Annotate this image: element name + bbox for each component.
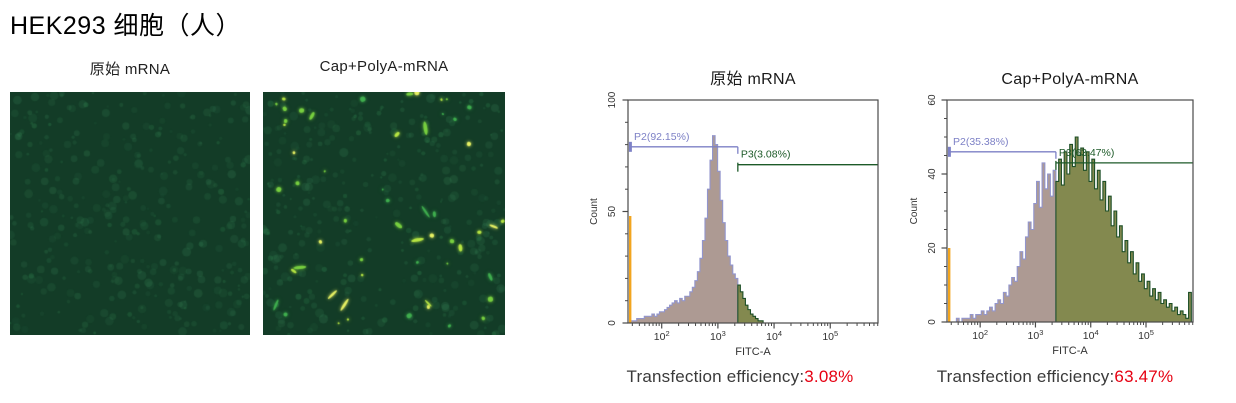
svg-text:105: 105 xyxy=(1138,328,1154,342)
svg-text:100: 100 xyxy=(607,91,618,108)
micro-image-original xyxy=(10,92,250,335)
svg-text:50: 50 xyxy=(607,206,618,218)
svg-text:Cap+PolyA-mRNA: Cap+PolyA-mRNA xyxy=(1001,71,1138,88)
svg-text:P3(3.08%): P3(3.08%) xyxy=(741,149,791,161)
svg-text:0: 0 xyxy=(607,320,618,326)
caption-value: 63.47% xyxy=(1114,367,1174,386)
svg-text:102: 102 xyxy=(972,328,988,342)
flow-histogram-original: P2(92.15%) P3(3.08%) 102 103 104 105 0 50 100 原始 … xyxy=(589,70,879,358)
svg-text:0: 0 xyxy=(927,319,938,325)
svg-text:104: 104 xyxy=(766,329,782,343)
page-title: HEK293 细胞（人） xyxy=(10,12,242,40)
svg-text:FITC-A: FITC-A xyxy=(1052,345,1088,357)
micro-label-original: 原始 mRNA xyxy=(89,61,171,78)
flow-histogram-capped: P2(35.38%) P3(63.47%) 102 103 104 105 0 20 40 60 C… xyxy=(909,71,1194,357)
svg-text:P3(63.47%): P3(63.47%) xyxy=(1059,147,1114,159)
svg-text:40: 40 xyxy=(927,168,938,180)
svg-text:P2(35.38%): P2(35.38%) xyxy=(953,136,1008,148)
svg-text:103: 103 xyxy=(710,329,726,343)
micro-label-capped: Cap+PolyA-mRNA xyxy=(319,58,449,75)
caption-label: Transfection efficiency: xyxy=(936,367,1115,386)
svg-text:105: 105 xyxy=(822,329,838,343)
caption-capped: Transfection efficiency:63.47% xyxy=(905,367,1205,387)
caption-value: 3.08% xyxy=(804,367,854,386)
svg-text:FITC-A: FITC-A xyxy=(735,346,771,358)
caption-original: Transfection efficiency:3.08% xyxy=(585,367,895,387)
svg-text:104: 104 xyxy=(1083,328,1099,342)
caption-label: Transfection efficiency: xyxy=(626,367,805,386)
svg-text:原始 mRNA: 原始 mRNA xyxy=(710,70,796,88)
micro-image-capped xyxy=(263,92,505,335)
svg-text:60: 60 xyxy=(927,94,938,106)
svg-text:20: 20 xyxy=(927,242,938,254)
svg-text:103: 103 xyxy=(1028,328,1044,342)
svg-text:P2(92.15%): P2(92.15%) xyxy=(634,131,689,143)
svg-text:Count: Count xyxy=(589,198,600,225)
svg-text:Count: Count xyxy=(909,197,920,224)
svg-text:102: 102 xyxy=(654,329,670,343)
